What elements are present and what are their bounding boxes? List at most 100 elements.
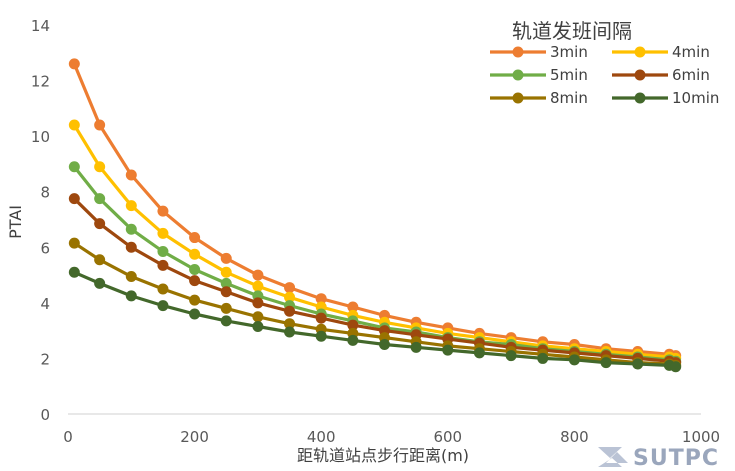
data-point	[189, 308, 201, 320]
data-point	[410, 341, 422, 353]
y-tick-label: 14	[31, 17, 50, 35]
data-point	[315, 293, 327, 305]
data-point	[252, 297, 264, 309]
data-point	[94, 161, 106, 173]
data-point	[220, 302, 232, 314]
data-point	[94, 277, 106, 289]
legend: 轨道发班间隔 3min 4min 5min 6min 8min 10min	[490, 19, 719, 107]
legend-swatch-marker	[512, 46, 524, 58]
data-point	[284, 326, 296, 338]
y-tick-label: 6	[40, 239, 50, 257]
series-line	[73, 197, 677, 365]
data-point	[442, 344, 454, 356]
watermark: SUTPC	[598, 446, 719, 471]
legend-label: 10min	[672, 89, 719, 107]
legend-label: 4min	[672, 43, 710, 61]
data-point	[220, 266, 232, 278]
data-point	[68, 161, 80, 173]
data-point	[125, 241, 137, 253]
data-point	[568, 354, 580, 366]
data-point	[189, 232, 201, 244]
legend-label: 8min	[550, 89, 588, 107]
data-point	[68, 58, 80, 70]
data-point	[284, 282, 296, 294]
y-tick-label: 4	[40, 295, 50, 313]
legend-item-4min: 4min	[612, 43, 710, 61]
y-tick-label: 10	[31, 128, 50, 146]
legend-item-8min: 8min	[490, 89, 588, 107]
x-tick-labels: 0 200 400 600 800 1000	[63, 428, 720, 446]
legend-item-5min: 5min	[490, 66, 588, 84]
legend-item-10min: 10min	[612, 89, 719, 107]
legend-swatch-marker	[512, 92, 524, 104]
data-point	[94, 193, 106, 205]
data-point	[252, 320, 264, 332]
data-point	[125, 223, 137, 235]
watermark-text: SUTPC	[633, 446, 719, 471]
data-point	[284, 305, 296, 317]
y-axis-title: PTAI	[6, 205, 25, 239]
data-point	[220, 286, 232, 298]
data-point	[157, 227, 169, 239]
data-point	[600, 357, 612, 369]
data-point	[125, 169, 137, 181]
y-tick-label: 8	[40, 184, 50, 202]
data-point	[189, 275, 201, 287]
data-point	[94, 218, 106, 230]
data-point	[315, 312, 327, 324]
data-point	[125, 270, 137, 282]
data-point	[315, 330, 327, 342]
data-point	[157, 245, 169, 257]
data-point	[68, 193, 80, 205]
data-point	[157, 205, 169, 217]
data-point	[220, 315, 232, 327]
y-tick-label: 2	[40, 350, 50, 368]
data-point	[125, 290, 137, 302]
x-tick-label: 400	[307, 428, 336, 446]
data-point	[347, 334, 359, 346]
legend-label: 3min	[550, 43, 588, 61]
data-point	[189, 264, 201, 276]
x-tick-label: 0	[63, 428, 73, 446]
data-point	[670, 361, 682, 373]
legend-swatch-marker	[634, 69, 646, 81]
data-point	[94, 254, 106, 266]
y-tick-label: 0	[40, 406, 50, 424]
legend-item-3min: 3min	[490, 43, 588, 61]
data-point	[157, 283, 169, 295]
legend-swatch-marker	[512, 69, 524, 81]
x-tick-label: 600	[433, 428, 462, 446]
series-8min	[68, 237, 682, 371]
legend-label: 6min	[672, 66, 710, 84]
data-point	[157, 259, 169, 271]
sutpc-logo-icon	[598, 447, 628, 467]
data-point	[68, 266, 80, 278]
x-tick-label: 1000	[682, 428, 720, 446]
x-axis-title: 距轨道站点步行距离(m)	[297, 446, 469, 465]
series-3min	[68, 58, 682, 362]
legend-items: 3min 4min 5min 6min 8min 10min	[490, 43, 719, 107]
data-point	[157, 300, 169, 312]
series-10min	[68, 266, 682, 373]
data-point	[347, 301, 359, 313]
data-point	[125, 200, 137, 212]
data-point	[68, 119, 80, 131]
series-layer	[68, 58, 682, 373]
data-point	[505, 350, 517, 362]
y-tick-label: 12	[31, 73, 50, 91]
data-point	[252, 269, 264, 281]
data-point	[220, 277, 232, 289]
legend-title: 轨道发班间隔	[512, 19, 632, 43]
data-point	[284, 318, 296, 330]
data-point	[94, 119, 106, 131]
legend-swatch-marker	[634, 92, 646, 104]
data-point	[473, 347, 485, 359]
data-point	[537, 352, 549, 364]
data-point	[284, 291, 296, 303]
data-point	[252, 311, 264, 323]
data-point	[252, 280, 264, 292]
data-point	[189, 294, 201, 306]
data-point	[347, 319, 359, 331]
data-point	[632, 358, 644, 370]
